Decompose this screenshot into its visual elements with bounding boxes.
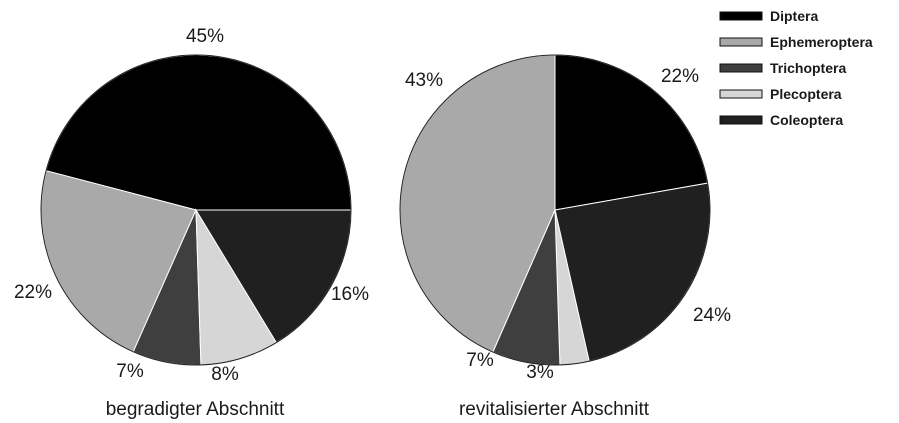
legend-swatch-trichoptera	[719, 63, 763, 73]
legend-swatch-diptera	[719, 11, 763, 21]
slice-label-trichoptera: 7%	[466, 350, 494, 371]
legend-swatch-plecoptera	[719, 89, 763, 99]
caption-begradigter-abschnitt: begradigter Abschnitt	[106, 399, 285, 420]
slice-label-coleoptera: 24%	[693, 305, 731, 326]
legend-swatch-ephemeroptera	[719, 37, 763, 47]
slice-label-plecoptera: 8%	[211, 364, 239, 385]
slice-label-diptera: 45%	[186, 26, 224, 47]
legend-swatch-coleoptera	[719, 115, 763, 125]
legend-label-coleoptera: Coleoptera	[770, 112, 843, 128]
legend-label-trichoptera: Trichoptera	[770, 60, 846, 76]
pie-outline	[40, 54, 352, 366]
slice-label-ephemeroptera: 43%	[405, 70, 443, 91]
legend: Diptera Ephemeroptera Trichoptera Plecopter…	[719, 8, 873, 128]
slice-label-diptera: 22%	[661, 66, 699, 87]
slice-label-plecoptera: 3%	[526, 362, 554, 383]
caption-revitalisierter-abschnitt: revitalisierter Abschnitt	[459, 399, 650, 420]
pie-outline	[399, 54, 711, 366]
slice-label-ephemeroptera: 22%	[14, 282, 52, 303]
slice-label-trichoptera: 7%	[116, 361, 144, 382]
legend-label-plecoptera: Plecoptera	[770, 86, 842, 102]
legend-label-ephemeroptera: Ephemeroptera	[770, 34, 873, 50]
pie-revitalisiert: 22% 43% 7% 3% 24%	[399, 54, 731, 383]
slice-label-coleoptera: 16%	[331, 284, 369, 305]
pie-begradigt: 45% 22% 7% 8% 16%	[14, 26, 369, 385]
legend-label-diptera: Diptera	[770, 8, 818, 24]
